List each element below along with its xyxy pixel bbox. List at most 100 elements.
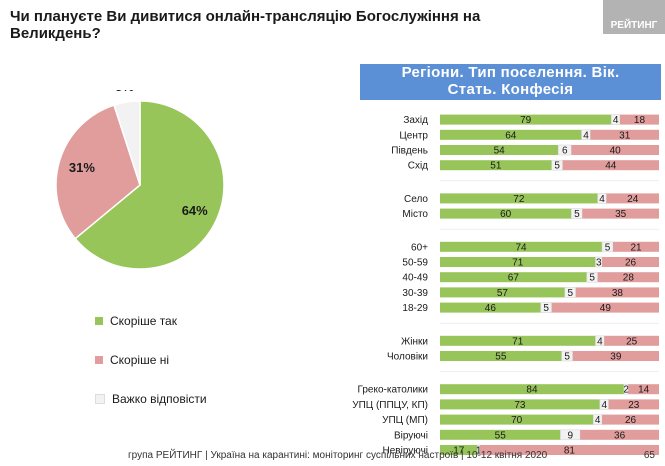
bar-value-label: 51 [490,161,502,172]
bar-value-label: 1 [476,446,482,457]
bar-segment-no [479,445,659,455]
bar-segment-yes [440,445,478,455]
bar-segment-yes [440,193,598,204]
bar-row-label: 50-59 [402,258,428,269]
bar-segment-yes [440,384,624,395]
bar-value-label: 49 [600,303,612,314]
bar-segment-no [604,335,659,346]
bar-value-label: 5 [564,352,570,363]
bar-value-label: 21 [630,242,642,253]
bar-value-label: 2 [623,385,629,396]
bar-row-label: Жінки [401,336,428,347]
bar-row-label: УПЦ (ППЦУ, КП) [352,400,428,411]
breakdown-header-line2: Стать. Конфесія [447,81,574,98]
bar-segment-yes [440,429,561,440]
bar-segment-yes [440,114,612,125]
bar-segment-yes [440,145,559,155]
bar-value-label: 67 [508,273,520,284]
bar-segment-no [628,384,659,395]
bar-segment-yes [440,241,603,252]
bar-value-label: 31 [619,130,631,141]
bar-segment-no [572,351,659,361]
bar-value-label: 24 [627,194,639,205]
breakdown-header: Регіони. Тип поселення. Вік. Стать. Конф… [360,64,661,100]
bar-value-label: 39 [610,352,622,363]
bar-value-label: 26 [625,258,637,269]
bar-segment-no [613,241,659,252]
bar-segment-no [571,145,659,155]
bar-value-label: 28 [623,273,635,284]
bar-value-label: 38 [612,288,624,299]
bar-row-label: Південь [391,146,428,157]
pie-label-1: 31% [69,160,95,175]
bar-row-label: Чоловіки [387,352,428,363]
bar-value-label: 84 [526,385,538,396]
bar-value-label: 71 [512,336,524,347]
question-title: Чи плануєте Ви дивитися онлайн-трансляці… [10,8,481,42]
bar-segment-yes [440,129,582,140]
bar-value-label: 18 [634,115,646,126]
bar-segment-yes [440,272,587,283]
bar-value-label: 5 [605,242,611,253]
bar-value-label: 64 [505,130,517,141]
bar-segment-yes [440,208,572,219]
bar-value-label: 44 [605,161,617,172]
bar-row-label: Село [404,194,428,205]
bar-value-label: 4 [595,415,601,426]
bar-row-label: Схід [408,161,428,172]
bar-value-label: 5 [574,209,580,220]
bar-value-label: 6 [562,146,568,157]
bar-segment-no [602,257,659,267]
bar-value-label: 17 [453,446,465,457]
bar-value-label: 46 [485,303,497,314]
bar-row-label: Віруючі [394,430,428,441]
bar-segment-yes [440,351,562,361]
bar-value-label: 9 [568,430,574,441]
pie-label-0: 64% [182,203,208,218]
breakdown-header-line1: Регіони. Тип поселення. Вік. [401,64,620,81]
bar-value-label: 5 [543,303,549,314]
bar-segment-yes [440,335,596,346]
bar-value-label: 26 [625,415,637,426]
bar-value-label: 4 [599,194,605,205]
bar-segment-yes [440,302,541,313]
bar-value-label: 74 [515,242,527,253]
bar-segment-no [597,272,659,283]
bar-segment-yes [440,160,552,171]
bar-value-label: 73 [514,400,526,411]
brand-logo: РЕЙТИНГ [603,0,665,34]
bar-value-label: 36 [614,430,626,441]
bar-segment-no [606,193,659,204]
legend-swatch-yes [95,317,103,325]
bar-value-label: 57 [497,288,509,299]
bar-row-label: УПЦ (МП) [382,415,428,426]
footer-text: група РЕЙТИНГ | Україна на карантині: мо… [128,450,548,461]
bar-value-label: 79 [520,115,532,126]
bar-value-label: 3 [596,258,602,269]
bar-value-label: 35 [615,209,627,220]
bar-value-label: 71 [512,258,524,269]
bar-value-label: 81 [564,446,576,457]
pie-chart: 64%31%5% [40,79,280,295]
bar-value-label: 60 [500,209,512,220]
bar-segment-no [602,414,659,425]
bar-value-label: 72 [513,194,525,205]
bar-row-label: 40-49 [402,273,428,284]
bar-segment-yes [440,399,600,410]
pie-slice-2 [113,100,141,186]
bar-value-label: 5 [554,161,560,172]
bar-value-label: 4 [601,400,607,411]
bar-value-label: 4 [613,115,619,126]
bar-value-label: 70 [511,415,523,426]
bar-value-label: 25 [626,336,638,347]
bar-value-label: 4 [597,336,603,347]
bar-value-label: 23 [628,400,640,411]
bar-segment-no [580,429,659,440]
pie-chart-svg: 64%31%5% [55,79,225,270]
bar-row-label: Місто [402,209,428,220]
bar-row-label: Захід [403,115,428,126]
bar-segment-no [608,399,659,410]
bar-value-label: 5 [568,288,574,299]
bar-segment-no [562,160,659,171]
bar-value-label: 54 [494,146,506,157]
